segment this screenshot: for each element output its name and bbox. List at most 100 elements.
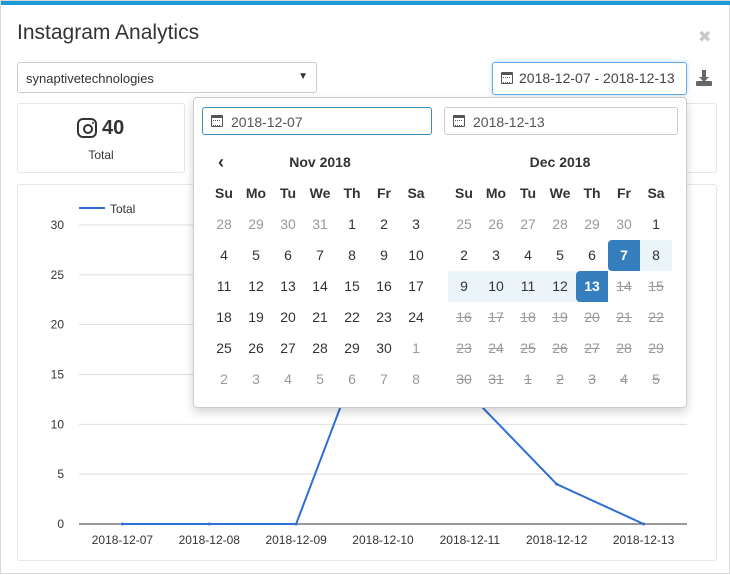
calendar-day: 18 [520, 309, 536, 325]
account-select[interactable]: synaptivetechnologies ▼ [17, 62, 317, 93]
calendar-day[interactable]: 30 [616, 216, 632, 232]
calendar-day[interactable]: 28 [552, 216, 568, 232]
calendar-day[interactable]: 1 [412, 340, 420, 356]
weekday-label: Sa [647, 185, 665, 201]
calendar-day[interactable]: 23 [376, 309, 392, 325]
calendar-day[interactable]: 8 [348, 247, 356, 263]
calendar-day[interactable]: 10 [408, 247, 424, 263]
calendar-day[interactable]: 24 [408, 309, 424, 325]
summary-value: 40 [102, 117, 125, 139]
calendar-day[interactable]: 13 [280, 278, 296, 294]
calendar-day[interactable]: 9 [380, 247, 388, 263]
data-point [294, 522, 298, 526]
calendar-day[interactable]: 11 [216, 278, 232, 294]
calendar-day[interactable]: 30 [376, 340, 392, 356]
y-tick-label: 25 [51, 268, 65, 282]
calendar-day[interactable]: 25 [216, 340, 232, 356]
calendar-day[interactable]: 1 [348, 216, 356, 232]
calendar-day[interactable]: 29 [344, 340, 360, 356]
calendar-day[interactable]: 8 [412, 371, 420, 387]
calendar-day[interactable]: 25 [456, 216, 472, 232]
calendar-day[interactable]: 29 [584, 216, 600, 232]
calendar-day: 27 [584, 340, 600, 356]
calendar-day[interactable]: 6 [588, 247, 596, 263]
calendar-day[interactable]: 16 [376, 278, 392, 294]
calendar-day[interactable]: 21 [312, 309, 328, 325]
calendar-day[interactable]: 4 [220, 247, 228, 263]
calendar-day: 15 [648, 278, 664, 294]
calendar-day[interactable]: 2 [460, 247, 468, 263]
calendar-day: 17 [488, 309, 504, 325]
left-month-title: Nov 2018 [289, 154, 351, 170]
calendar-day[interactable]: 3 [492, 247, 500, 263]
calendar-day[interactable]: 28 [312, 340, 328, 356]
calendar-day[interactable]: 14 [312, 278, 328, 294]
calendar-day[interactable]: 22 [344, 309, 360, 325]
calendar-day[interactable]: 7 [316, 247, 324, 263]
calendar-day[interactable]: 6 [284, 247, 292, 263]
calendar-day[interactable]: 26 [488, 216, 504, 232]
calendar-day[interactable]: 9 [448, 271, 480, 302]
weekday-label: Tu [519, 185, 537, 201]
calendar-icon [211, 115, 223, 127]
calendar-day[interactable]: 6 [348, 371, 356, 387]
weekday-label: Su [215, 185, 233, 201]
accent-bar [1, 1, 730, 5]
calendar-day[interactable]: 4 [524, 247, 532, 263]
calendar-day[interactable]: 2 [220, 371, 228, 387]
account-select-value: synaptivetechnologies [26, 71, 154, 86]
calendar-day[interactable]: 18 [216, 309, 232, 325]
calendar-day[interactable]: 5 [556, 247, 564, 263]
calendar-day[interactable]: 3 [412, 216, 420, 232]
prev-month-icon[interactable]: ‹ [218, 152, 224, 172]
date-range-value: 2018-12-07 - 2018-12-13 [519, 70, 675, 86]
calendar-day: 22 [648, 309, 664, 325]
calendar-day[interactable]: 27 [520, 216, 536, 232]
x-tick-label: 2018-12-08 [179, 533, 241, 547]
y-tick-label: 20 [51, 318, 65, 332]
calendar-day[interactable]: 12 [544, 271, 576, 302]
weekday-label: We [309, 185, 331, 201]
calendar-day[interactable]: 30 [280, 216, 296, 232]
summary-card-secondary [687, 103, 717, 173]
calendar-day[interactable]: 19 [248, 309, 264, 325]
calendar-day[interactable]: 1 [652, 216, 660, 232]
end-date-input[interactable]: 2018-12-13 [444, 107, 678, 135]
calendar-day[interactable]: 28 [216, 216, 232, 232]
calendar-day[interactable]: 26 [248, 340, 264, 356]
calendar-day[interactable]: 27 [280, 340, 296, 356]
calendar-day[interactable]: 15 [344, 278, 360, 294]
page-title: Instagram Analytics [17, 21, 200, 44]
close-icon[interactable]: ✖ [698, 29, 712, 46]
calendar-day-selected[interactable]: 13 [576, 271, 608, 302]
calendar-day[interactable]: 5 [252, 247, 260, 263]
calendar-day[interactable]: 7 [380, 371, 388, 387]
calendar-day: 16 [456, 309, 472, 325]
download-icon[interactable] [696, 70, 712, 86]
calendar-day[interactable]: 5 [316, 371, 324, 387]
weekday-label: Mo [485, 185, 507, 201]
calendar-day: 5 [652, 371, 660, 387]
calendar-day[interactable]: 8 [640, 240, 672, 271]
calendar-day[interactable]: 29 [248, 216, 264, 232]
calendar-day[interactable]: 4 [284, 371, 292, 387]
start-date-value: 2018-12-07 [231, 114, 303, 130]
calendar-day[interactable]: 2 [380, 216, 388, 232]
calendar-day: 24 [488, 340, 504, 356]
y-tick-label: 5 [57, 467, 64, 481]
y-tick-label: 10 [51, 417, 65, 431]
calendar-day[interactable]: 3 [252, 371, 260, 387]
calendar-day: 20 [584, 309, 600, 325]
chevron-down-icon: ▼ [298, 71, 308, 82]
calendar-day[interactable]: 31 [312, 216, 328, 232]
calendar-day[interactable]: 12 [248, 278, 264, 294]
calendar-day[interactable]: 11 [512, 271, 544, 302]
calendar-day[interactable]: 20 [280, 309, 296, 325]
right-month-title: Dec 2018 [529, 154, 591, 170]
calendar-day-selected[interactable]: 7 [608, 240, 640, 271]
date-range-input[interactable]: 2018-12-07 - 2018-12-13 [492, 62, 687, 95]
calendar-day: 2 [556, 371, 564, 387]
calendar-day[interactable]: 10 [480, 271, 512, 302]
start-date-input[interactable]: 2018-12-07 [202, 107, 432, 135]
calendar-day[interactable]: 17 [408, 278, 424, 294]
